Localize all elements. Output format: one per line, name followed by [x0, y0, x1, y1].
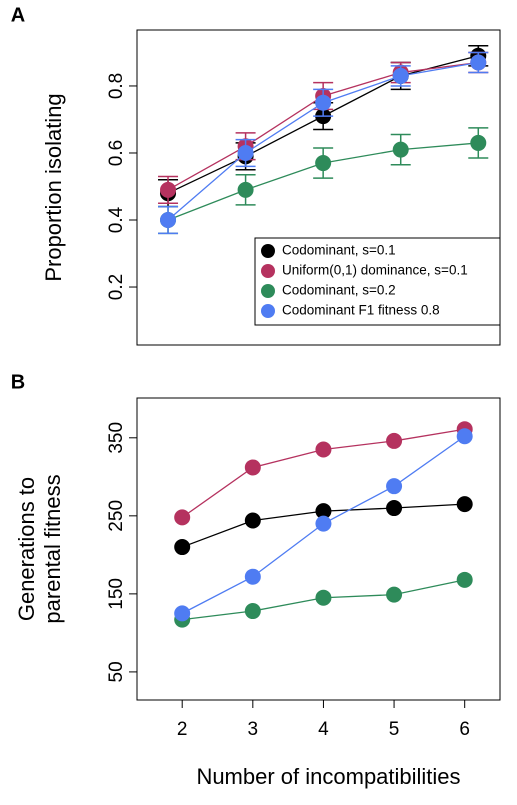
- y-tick-label: 150: [106, 578, 127, 610]
- point: [456, 571, 473, 588]
- point: [174, 509, 191, 526]
- point: [315, 589, 332, 606]
- y-tick-label: 50: [106, 661, 127, 682]
- y-tick-label: 0.2: [106, 274, 127, 300]
- y-axis-label: Generations to: [14, 477, 39, 621]
- point: [315, 94, 332, 111]
- x-tick-label: 4: [318, 719, 329, 740]
- point: [386, 478, 403, 495]
- y-tick-label: 0.6: [106, 140, 127, 166]
- y-tick-label: 0.8: [106, 73, 127, 99]
- legend-marker: [261, 264, 275, 278]
- point: [392, 141, 409, 158]
- point: [160, 181, 177, 198]
- y-tick-label: 250: [106, 500, 127, 532]
- legend-marker: [261, 284, 275, 298]
- panel-label: B: [11, 371, 25, 393]
- y-tick-label: 350: [106, 422, 127, 454]
- legend-label: Uniform(0,1) dominance, s=0.1: [282, 263, 468, 278]
- point: [174, 605, 191, 622]
- x-tick-label: 3: [248, 719, 259, 740]
- point: [237, 181, 254, 198]
- panel-label: A: [11, 4, 25, 26]
- legend-marker: [261, 244, 275, 258]
- plot-frame: [136, 397, 501, 701]
- point: [456, 496, 473, 513]
- point: [315, 503, 332, 520]
- point: [470, 134, 487, 151]
- legend-label: Codominant, s=0.1: [282, 243, 396, 258]
- point: [386, 586, 403, 603]
- legend-label: Codominant, s=0.2: [282, 283, 396, 298]
- point: [315, 441, 332, 458]
- y-axis-label: parental fitness: [40, 474, 65, 623]
- point: [456, 428, 473, 445]
- y-axis-label: Proportion isolating: [41, 93, 66, 281]
- x-tick-label: 5: [389, 719, 400, 740]
- point: [315, 155, 332, 172]
- point: [244, 603, 261, 620]
- legend-label: Codominant F1 fitness 0.8: [282, 303, 440, 318]
- point: [470, 54, 487, 71]
- legend-marker: [261, 304, 275, 318]
- x-tick-label: 6: [459, 719, 470, 740]
- point: [244, 512, 261, 529]
- point: [160, 212, 177, 229]
- plot-frame: [136, 29, 501, 346]
- point: [244, 568, 261, 585]
- point: [386, 500, 403, 517]
- x-axis-label: Number of incompatibilities: [196, 764, 460, 789]
- point: [315, 515, 332, 532]
- point: [174, 539, 191, 556]
- point: [244, 459, 261, 476]
- point: [386, 432, 403, 449]
- legend-box: [254, 237, 501, 326]
- point: [392, 67, 409, 84]
- point: [237, 144, 254, 161]
- y-tick-label: 0.4: [106, 206, 127, 233]
- x-tick-label: 2: [177, 719, 188, 740]
